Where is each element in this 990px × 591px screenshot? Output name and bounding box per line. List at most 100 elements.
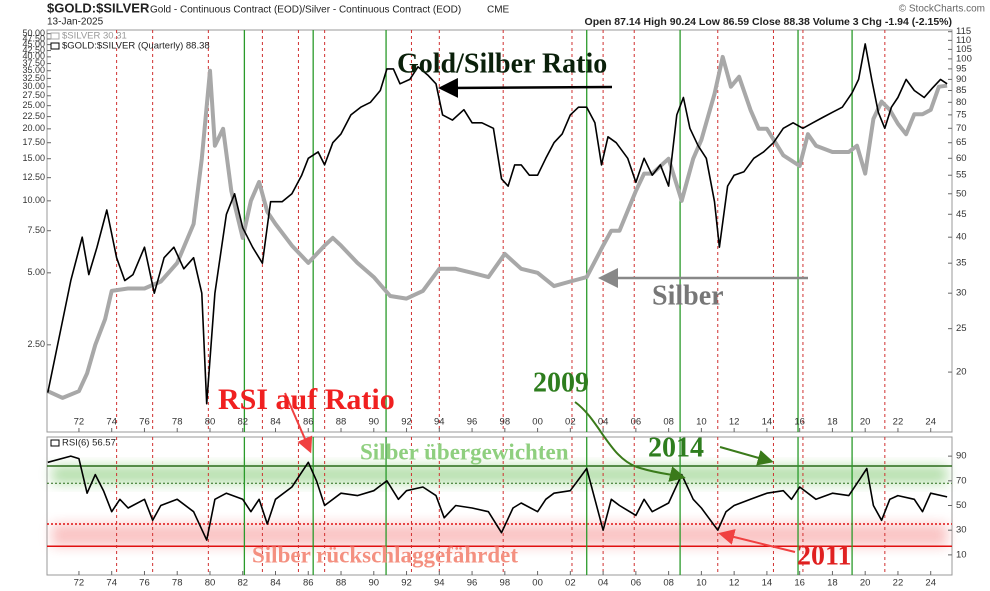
- x-tick-label: 14: [762, 417, 773, 428]
- plot-area: [46, 436, 953, 576]
- x-tick-label: 76: [139, 417, 150, 428]
- y2-tick-label: 70: [956, 123, 967, 134]
- y2-tick-label: 100: [956, 53, 972, 64]
- y2-tick-label: 30: [956, 525, 967, 536]
- legend-label: $SILVER 30.31: [62, 31, 127, 42]
- arrow: [718, 529, 796, 553]
- x-tick-label: 84: [270, 417, 281, 428]
- x-tick-label: 76: [139, 578, 150, 589]
- x-tick-label: 06: [631, 417, 642, 428]
- rsi-panel: 72 74 76 78 80 82 84 86 88 90 92 94 96 98 00 02 04 06 08 10…: [46, 436, 967, 589]
- annotation: 2011: [797, 540, 851, 571]
- y-tick-label: 7.50: [27, 225, 45, 235]
- y-tick-label: 12.50: [22, 172, 45, 182]
- x-tick-label: 90: [368, 417, 379, 428]
- x-tick-label: 86: [303, 578, 314, 589]
- annotation: 2009: [533, 367, 589, 398]
- x-tick-label: 82: [237, 578, 248, 589]
- description: Gold - Continuous Contract (EOD)/Silver …: [150, 5, 461, 16]
- annotation: Gold/Silber Ratio: [397, 48, 607, 79]
- y2-tick-label: 25: [956, 323, 967, 334]
- legend-label: RSI(6) 56.57: [62, 438, 116, 449]
- y2-tick-label: 65: [956, 137, 967, 148]
- y2-tick-label: 20: [956, 367, 967, 378]
- symbol: $GOLD:$SILVER: [47, 0, 150, 15]
- x-tick-label: 72: [74, 578, 85, 589]
- y-tick-label: 2.50: [27, 339, 45, 349]
- x-tick-label: 72: [74, 417, 85, 428]
- y-tick-label: 35.00: [22, 65, 45, 75]
- y-tick-label: 42.50: [22, 45, 45, 55]
- y2-tick-label: 95: [956, 63, 967, 74]
- x-tick-label: 88: [336, 417, 347, 428]
- arrow: [574, 401, 686, 482]
- x-tick-label: 20: [860, 578, 871, 589]
- y-tick-label: 25.00: [22, 100, 45, 110]
- y2-tick-label: 105: [956, 44, 972, 55]
- y-tick-label: 15.00: [22, 153, 45, 163]
- y2-tick-label: 90: [956, 451, 967, 462]
- exchange: CME: [487, 5, 510, 16]
- x-tick-label: 00: [532, 578, 543, 589]
- series-line: [47, 43, 948, 405]
- x-tick-label: 96: [467, 578, 478, 589]
- x-tick-label: 18: [827, 417, 838, 428]
- x-tick-label: 04: [598, 417, 609, 428]
- x-tick-label: 02: [565, 578, 576, 589]
- annotation: Silber übergewichten: [360, 439, 569, 464]
- y-tick-label: 47.50: [22, 33, 45, 43]
- y2-tick-label: 55: [956, 170, 967, 181]
- annotation: Silber: [652, 280, 724, 311]
- y2-tick-label: 50: [956, 500, 967, 511]
- arrow: [284, 392, 313, 454]
- y2-tick-label: 30: [956, 288, 967, 299]
- x-tick-label: 04: [598, 578, 609, 589]
- x-tick-label: 10: [696, 417, 707, 428]
- y2-tick-label: 45: [956, 209, 967, 220]
- x-tick-label: 18: [827, 578, 838, 589]
- y2-tick-label: 75: [956, 109, 967, 120]
- x-tick-label: 94: [434, 578, 445, 589]
- y2-tick-label: 35: [956, 258, 967, 269]
- arrow: [438, 77, 613, 98]
- y2-tick-label: 80: [956, 97, 967, 108]
- y2-tick-label: 40: [956, 232, 967, 243]
- y-tick-label: 50.00: [22, 28, 45, 38]
- x-tick-label: 98: [500, 578, 511, 589]
- y-tick-label: 20.00: [22, 123, 45, 133]
- price-panel: 72 74 76 78 80 82 84 86 88 90 92 94 96 98 00 02 04 06 08 10…: [22, 26, 972, 433]
- legend-swatch: [50, 42, 60, 50]
- y-tick-label: 32.50: [22, 73, 45, 83]
- x-tick-label: 82: [237, 417, 248, 428]
- legend-swatch: [50, 32, 60, 40]
- credit: © StockCharts.com: [899, 4, 985, 15]
- x-tick-label: 92: [401, 417, 412, 428]
- y2-tick-label: 60: [956, 153, 967, 164]
- x-tick-label: 74: [106, 417, 117, 428]
- y-tick-label: 27.50: [22, 90, 45, 100]
- x-tick-label: 16: [794, 417, 805, 428]
- y-tick-label: 45.00: [22, 39, 45, 49]
- y2-tick-label: 70: [956, 475, 967, 486]
- arrow: [719, 446, 774, 466]
- y2-tick-label: 50: [956, 188, 967, 199]
- y-tick-label: 5.00: [27, 267, 45, 277]
- x-tick-label: 22: [893, 578, 904, 589]
- x-tick-label: 00: [532, 417, 543, 428]
- y-tick-label: 40.00: [22, 51, 45, 61]
- x-tick-label: 80: [205, 578, 216, 589]
- x-tick-label: 24: [925, 578, 936, 589]
- x-tick-label: 12: [729, 417, 740, 428]
- x-tick-label: 78: [172, 417, 183, 428]
- x-tick-label: 86: [303, 417, 314, 428]
- legend-swatch: [50, 439, 60, 447]
- quote: Open 87.14 High 90.24 Low 86.59 Close 88…: [585, 16, 952, 28]
- y2-tick-label: 90: [956, 74, 967, 85]
- x-tick-label: 16: [794, 578, 805, 589]
- y2-tick-label: 85: [956, 85, 967, 96]
- y2-tick-label: 115: [956, 26, 971, 37]
- y-tick-label: 37.50: [22, 58, 45, 68]
- date: 13-Jan-2025: [47, 17, 104, 28]
- x-tick-label: 74: [106, 578, 117, 589]
